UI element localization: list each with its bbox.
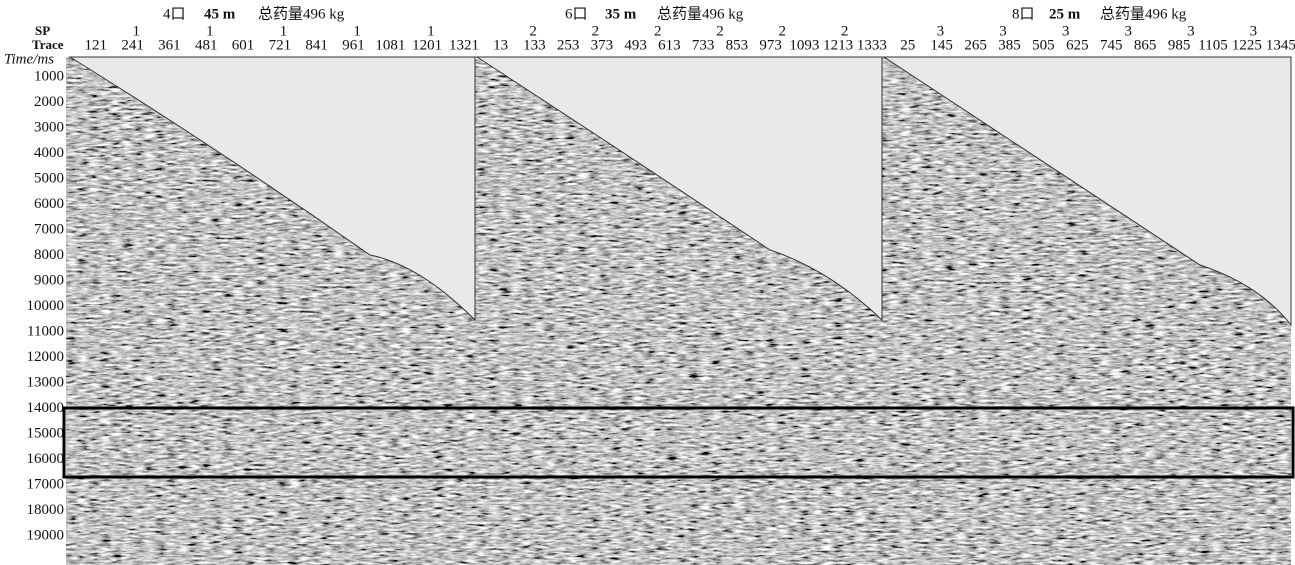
trace-value: 481: [195, 37, 218, 53]
trace-value: 1105: [1198, 37, 1227, 53]
no-data-wedge: [475, 56, 883, 322]
sp-value: 3: [1062, 23, 1070, 39]
sp-value: 1: [427, 23, 435, 39]
trace-value: 1345: [1266, 37, 1295, 53]
trace-label: Trace: [32, 37, 64, 52]
sp-value: 2: [716, 23, 724, 39]
trace-value: 601: [232, 37, 255, 53]
sp-value: 3: [999, 23, 1007, 39]
panel-holes: 6口: [565, 6, 588, 22]
trace-value: 25: [900, 37, 915, 53]
sp-value: 1: [353, 23, 361, 39]
trace-value: 145: [930, 37, 953, 53]
panel-charge: 总药量496 kg: [657, 5, 744, 22]
y-tick-label: 3000: [34, 119, 64, 135]
trace-value: 373: [591, 37, 614, 53]
trace-value: 1333: [857, 37, 887, 53]
trace-value: 1213: [823, 37, 853, 53]
trace-value: 733: [692, 37, 715, 53]
y-axis-label: Time/ms: [4, 51, 54, 67]
y-tick-label: 18000: [27, 502, 65, 518]
trace-value: 841: [305, 37, 328, 53]
no-data-regions: [68, 56, 1292, 327]
sp-value: 2: [592, 23, 600, 39]
trace-value: 361: [158, 37, 181, 53]
trace-value: 865: [1134, 37, 1157, 53]
trace-value: 853: [726, 37, 749, 53]
y-tick-label: 1000: [34, 68, 64, 84]
panel-depth: 45 m: [204, 6, 236, 22]
y-tick-label: 19000: [27, 527, 65, 543]
y-tick-label: 11000: [27, 323, 64, 339]
y-tick-label: 10000: [27, 298, 65, 314]
trace-value: 13: [493, 37, 508, 53]
trace-value: 1081: [375, 37, 405, 53]
panel-holes: 8口: [1012, 6, 1035, 22]
y-tick-label: 6000: [34, 196, 64, 212]
y-tick-label: 5000: [34, 170, 64, 186]
y-tick-label: 4000: [34, 145, 64, 161]
sp-value: 1: [280, 23, 288, 39]
sp-value: 2: [779, 23, 787, 39]
no-data-wedge: [882, 56, 1292, 327]
trace-value: 505: [1032, 37, 1055, 53]
y-tick-label: 8000: [34, 247, 64, 263]
panel-charge: 总药量496 kg: [258, 5, 345, 22]
trace-value: 985: [1168, 37, 1191, 53]
sp-value: 2: [529, 23, 537, 39]
y-tick-label: 17000: [27, 476, 65, 492]
panel-depth: 35 m: [605, 6, 637, 22]
trace-value: 613: [658, 37, 681, 53]
y-tick-label: 12000: [27, 349, 65, 365]
trace-value: 241: [121, 37, 144, 53]
trace-value: 253: [557, 37, 580, 53]
sp-value: 3: [1187, 23, 1195, 39]
trace-value: 1201: [412, 37, 442, 53]
y-tick-label: 16000: [27, 451, 65, 467]
highlight-box: [62, 406, 1295, 479]
trace-value: 1321: [449, 37, 479, 53]
panel-charge: 总药量496 kg: [1100, 5, 1187, 22]
sp-value: 1: [133, 23, 141, 39]
y-tick-label: 14000: [27, 400, 65, 416]
trace-value: 745: [1100, 37, 1123, 53]
no-data-wedge: [68, 56, 476, 322]
panel-depth: 25 m: [1049, 6, 1081, 22]
trace-value: 961: [342, 37, 365, 53]
trace-value: 721: [269, 37, 292, 53]
trace-value: 121: [85, 37, 108, 53]
sp-label: SP: [35, 23, 50, 38]
trace-value: 265: [964, 37, 987, 53]
trace-value: 625: [1066, 37, 1089, 53]
trace-value: 973: [759, 37, 782, 53]
trace-value: 1225: [1232, 37, 1262, 53]
y-tick-label: 9000: [34, 272, 64, 288]
y-tick-label: 13000: [27, 374, 65, 390]
trace-value: 133: [523, 37, 546, 53]
y-tick-label: 7000: [34, 221, 64, 237]
y-tick-label: 2000: [34, 94, 64, 110]
sp-value: 2: [654, 23, 662, 39]
trace-value: 493: [624, 37, 647, 53]
trace-value: 1093: [789, 37, 819, 53]
sp-value: 1: [206, 23, 214, 39]
trace-value: 385: [998, 37, 1021, 53]
sp-value: 3: [937, 23, 945, 39]
sp-value: 2: [841, 23, 849, 39]
sp-value: 3: [1250, 23, 1258, 39]
y-tick-label: 15000: [27, 425, 65, 441]
sp-value: 3: [1124, 23, 1132, 39]
panel-holes: 4口: [163, 6, 186, 22]
